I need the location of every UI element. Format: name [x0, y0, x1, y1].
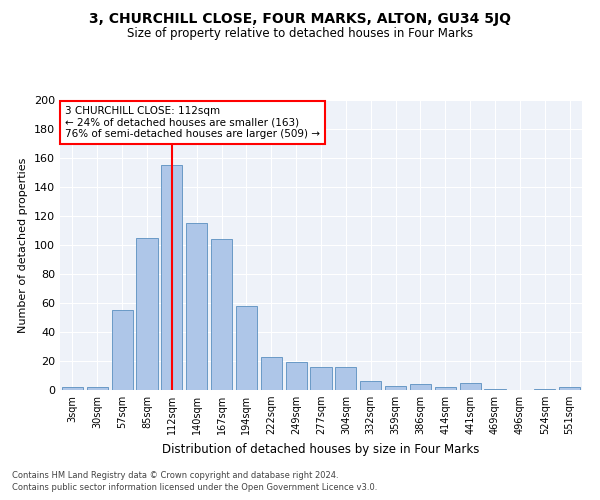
- Bar: [136, 238, 158, 390]
- Text: 3 CHURCHILL CLOSE: 112sqm
← 24% of detached houses are smaller (163)
76% of semi: 3 CHURCHILL CLOSE: 112sqm ← 24% of detac…: [65, 106, 320, 139]
- Bar: [410, 384, 431, 390]
- Bar: [236, 306, 257, 390]
- Text: Size of property relative to detached houses in Four Marks: Size of property relative to detached ho…: [127, 28, 473, 40]
- Bar: [286, 362, 307, 390]
- Text: 3, CHURCHILL CLOSE, FOUR MARKS, ALTON, GU34 5JQ: 3, CHURCHILL CLOSE, FOUR MARKS, ALTON, G…: [89, 12, 511, 26]
- Bar: [335, 367, 356, 390]
- Bar: [559, 387, 580, 390]
- Y-axis label: Number of detached properties: Number of detached properties: [19, 158, 28, 332]
- Bar: [161, 165, 182, 390]
- Bar: [385, 386, 406, 390]
- Bar: [112, 310, 133, 390]
- Bar: [534, 388, 555, 390]
- Bar: [211, 239, 232, 390]
- Text: Contains public sector information licensed under the Open Government Licence v3: Contains public sector information licen…: [12, 484, 377, 492]
- Bar: [87, 387, 108, 390]
- Bar: [62, 387, 83, 390]
- Bar: [460, 383, 481, 390]
- Bar: [435, 387, 456, 390]
- X-axis label: Distribution of detached houses by size in Four Marks: Distribution of detached houses by size …: [163, 442, 479, 456]
- Bar: [360, 382, 381, 390]
- Text: Contains HM Land Registry data © Crown copyright and database right 2024.: Contains HM Land Registry data © Crown c…: [12, 471, 338, 480]
- Bar: [310, 367, 332, 390]
- Bar: [484, 388, 506, 390]
- Bar: [186, 223, 207, 390]
- Bar: [261, 356, 282, 390]
